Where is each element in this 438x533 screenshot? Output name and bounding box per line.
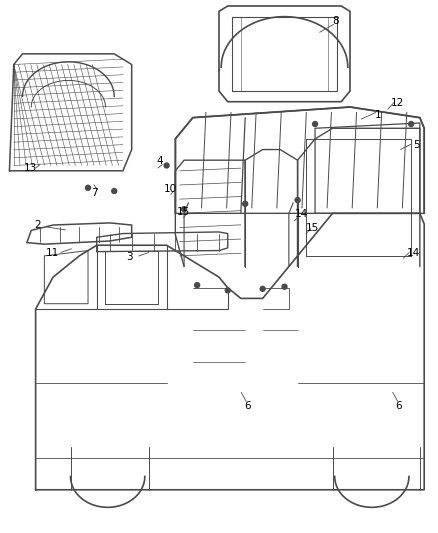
Circle shape [260, 286, 265, 292]
Circle shape [85, 185, 91, 190]
Text: 8: 8 [333, 16, 339, 26]
Text: 1: 1 [375, 110, 381, 120]
Text: 7: 7 [91, 188, 98, 198]
Circle shape [112, 189, 117, 193]
Text: 15: 15 [177, 207, 190, 217]
Circle shape [313, 122, 318, 126]
Text: 6: 6 [244, 401, 251, 411]
Circle shape [409, 122, 413, 126]
Text: 3: 3 [126, 252, 133, 262]
Text: 14: 14 [294, 209, 308, 220]
Text: 6: 6 [396, 401, 402, 411]
Circle shape [295, 198, 300, 203]
Text: 10: 10 [163, 184, 177, 195]
Text: 4: 4 [157, 156, 163, 166]
Circle shape [225, 288, 230, 293]
Text: 13: 13 [24, 163, 37, 173]
Circle shape [182, 207, 187, 212]
Text: 14: 14 [406, 248, 420, 258]
Circle shape [194, 282, 200, 288]
Circle shape [164, 163, 169, 168]
Circle shape [282, 284, 287, 289]
Text: 2: 2 [35, 220, 41, 230]
Circle shape [243, 201, 247, 206]
Text: 11: 11 [46, 248, 59, 258]
Text: 5: 5 [413, 140, 420, 150]
Text: 15: 15 [306, 223, 319, 233]
Text: 12: 12 [391, 98, 404, 108]
